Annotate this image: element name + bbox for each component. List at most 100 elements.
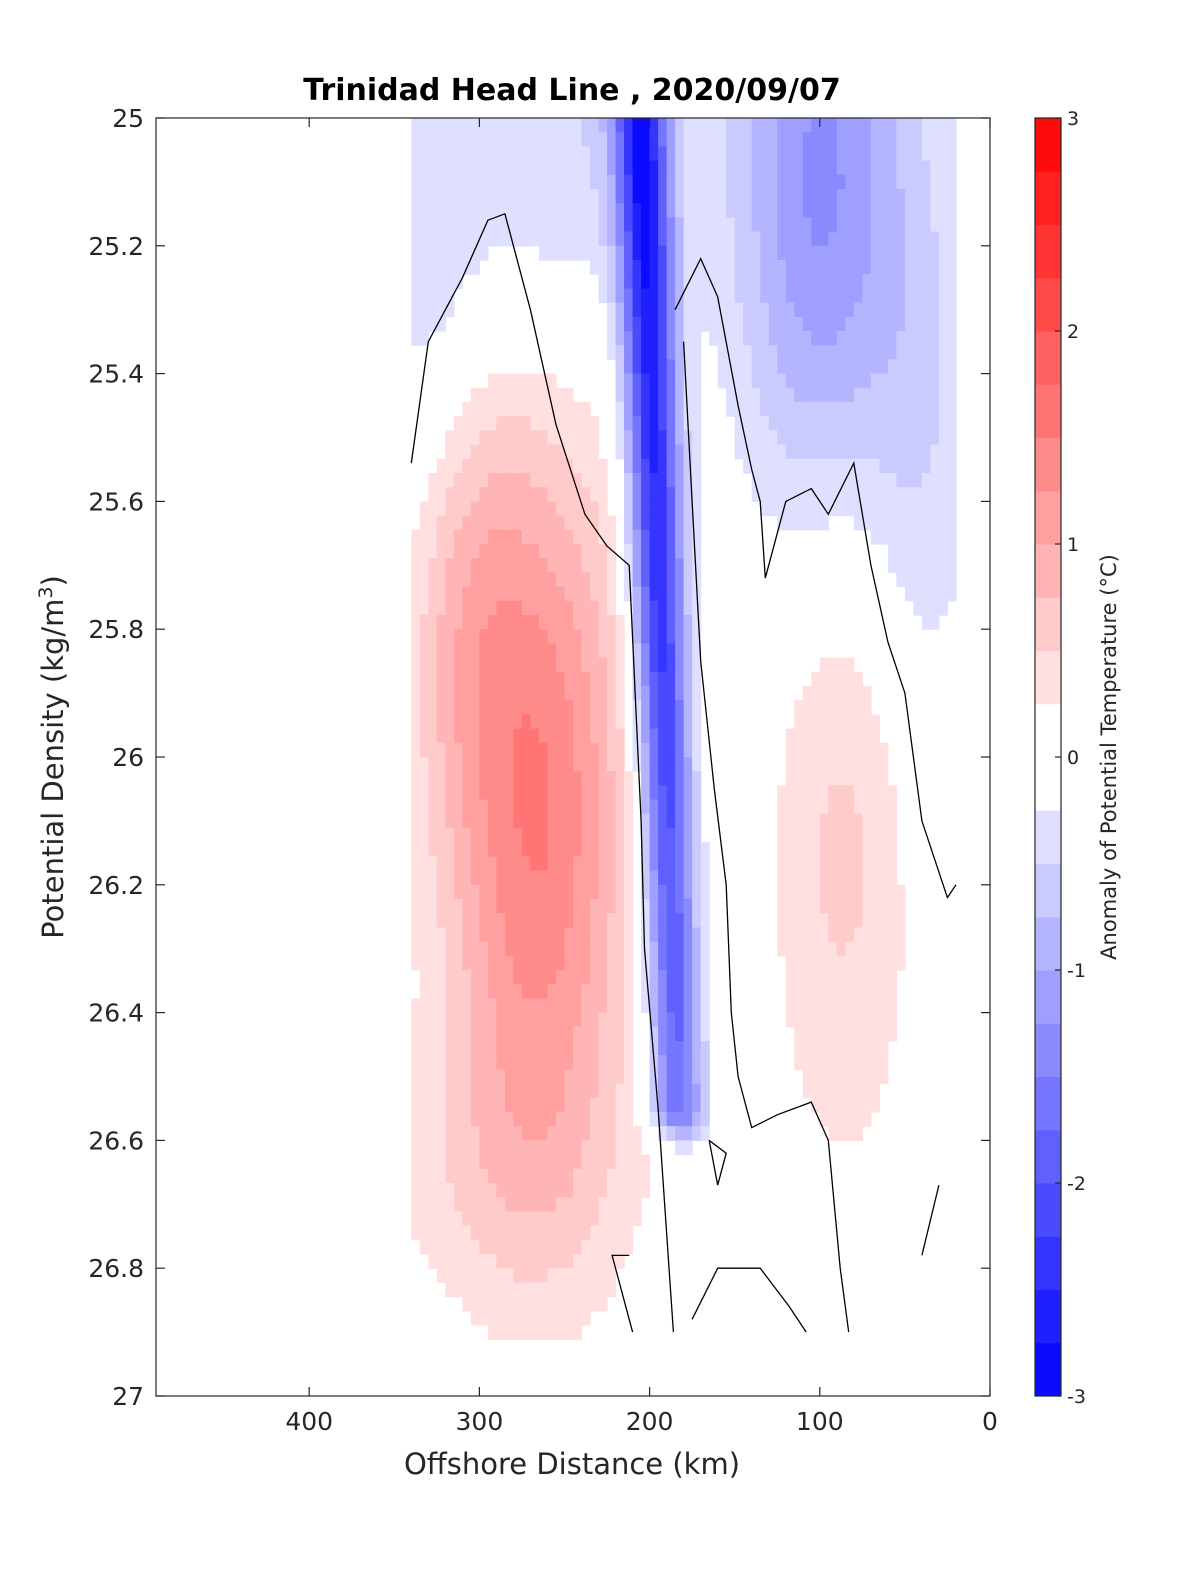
field-cell	[692, 998, 702, 1014]
field-cell	[496, 870, 506, 886]
field-cell	[573, 899, 583, 914]
field-cell	[836, 955, 846, 971]
field-cell	[751, 146, 761, 162]
field-cell	[641, 615, 651, 630]
field-cell	[419, 998, 429, 1014]
y-tick-label: 26.2	[88, 871, 144, 900]
field-cell	[564, 402, 574, 417]
field-cell	[538, 870, 549, 886]
field-cell	[462, 245, 472, 261]
field-cell	[921, 600, 932, 616]
field-cell	[624, 998, 634, 1014]
field-cell	[581, 799, 591, 815]
field-cell	[487, 629, 498, 644]
field-cell	[419, 288, 429, 304]
field-cell	[658, 856, 668, 872]
field-cell	[887, 955, 897, 971]
field-cell	[504, 700, 515, 715]
field-cell	[504, 1140, 515, 1156]
field-cell	[453, 515, 463, 531]
field-cell	[564, 1211, 574, 1227]
field-cell	[760, 174, 770, 190]
field-cell	[555, 671, 566, 687]
field-cell	[641, 430, 651, 446]
field-cell	[717, 231, 727, 247]
field-cell	[632, 231, 642, 247]
field-cell	[411, 132, 421, 147]
field-cell	[692, 331, 702, 346]
field-cell	[624, 174, 634, 190]
field-cell	[675, 174, 685, 190]
field-cell	[411, 1197, 421, 1212]
field-cell	[870, 1026, 880, 1042]
field-cell	[649, 1112, 659, 1127]
field-cell	[538, 799, 549, 815]
field-cell	[785, 203, 795, 218]
field-cell	[862, 1055, 872, 1070]
field-cell	[794, 813, 804, 829]
field-cell	[513, 813, 523, 829]
field-cell	[598, 1154, 608, 1170]
field-cell	[836, 288, 846, 304]
field-cell	[538, 1282, 549, 1298]
field-cell	[828, 671, 838, 687]
field-cell	[675, 1041, 685, 1056]
field-cell	[615, 1083, 625, 1099]
field-cell	[879, 998, 889, 1014]
field-cell	[836, 927, 846, 943]
field-cell	[411, 998, 421, 1014]
field-cell	[445, 1168, 455, 1184]
field-cell	[419, 572, 429, 588]
field-cell	[504, 941, 515, 957]
field-cell	[445, 1211, 455, 1227]
field-cell	[462, 899, 472, 914]
field-cell	[658, 473, 668, 488]
field-cell	[853, 856, 863, 872]
field-cell	[862, 856, 872, 872]
field-cell	[862, 189, 872, 204]
field-cell	[683, 217, 693, 233]
field-cell	[692, 1097, 702, 1113]
field-cell	[436, 870, 446, 886]
field-cell	[683, 1026, 693, 1042]
field-cell	[836, 799, 846, 815]
field-cell	[436, 146, 446, 162]
field-cell	[479, 501, 489, 517]
field-cell	[675, 1126, 685, 1141]
field-cell	[921, 544, 932, 559]
field-cell	[513, 1041, 523, 1056]
field-cell	[504, 1211, 515, 1227]
field-cell	[538, 203, 549, 218]
field-cell	[862, 118, 872, 133]
field-cell	[411, 1041, 421, 1056]
field-cell	[896, 899, 906, 914]
field-cell	[496, 231, 506, 247]
field-cell	[564, 1026, 574, 1042]
field-cell	[862, 842, 872, 857]
field-cell	[811, 728, 821, 744]
field-cell	[853, 1126, 863, 1141]
field-cell	[590, 515, 600, 531]
field-cell	[590, 430, 600, 446]
field-cell	[641, 260, 651, 275]
field-cell	[538, 757, 549, 772]
field-cell	[538, 146, 549, 162]
field-cell	[445, 1225, 455, 1241]
field-cell	[777, 331, 787, 346]
field-cell	[641, 544, 651, 559]
field-cell	[743, 316, 753, 332]
field-cell	[641, 1183, 651, 1198]
field-cell	[675, 700, 685, 715]
field-cell	[828, 387, 838, 403]
field-cell	[573, 998, 583, 1014]
field-cell	[734, 302, 744, 318]
field-cell	[624, 1126, 634, 1141]
field-cell	[726, 260, 736, 275]
y-tick-label: 25.2	[88, 232, 144, 261]
field-cell	[845, 288, 855, 304]
field-cell	[632, 302, 642, 318]
field-cell	[683, 245, 693, 261]
field-cell	[598, 1041, 608, 1056]
field-cell	[743, 217, 753, 233]
field-cell	[411, 1168, 421, 1184]
